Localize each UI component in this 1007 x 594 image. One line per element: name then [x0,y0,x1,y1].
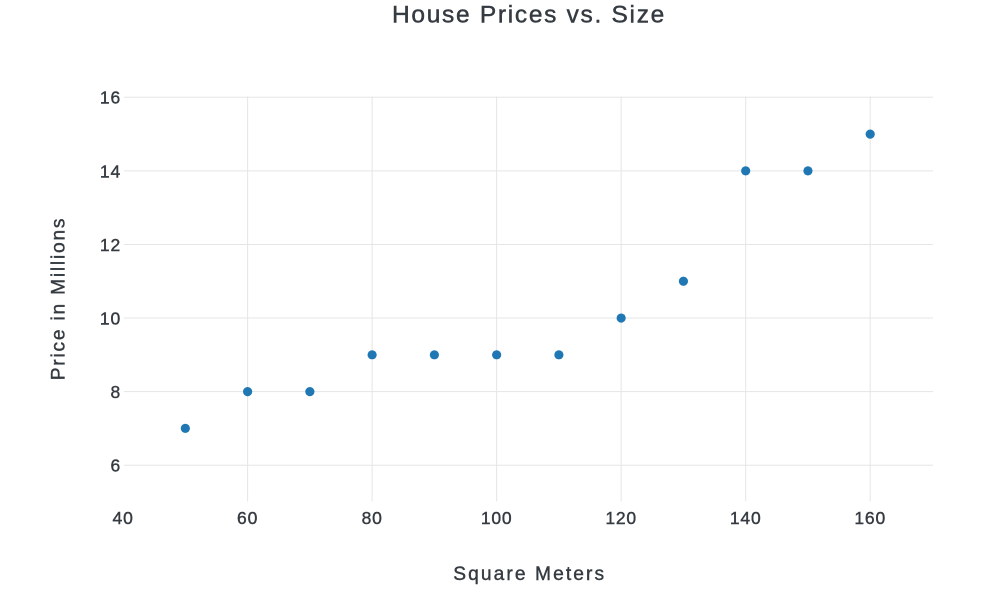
svg-text:8: 8 [110,382,121,402]
svg-text:12: 12 [100,235,121,255]
svg-text:16: 16 [100,88,121,108]
svg-text:Square Meters: Square Meters [453,564,606,585]
svg-text:40: 40 [113,508,134,528]
svg-text:House Prices vs. Size: House Prices vs. Size [392,1,666,28]
svg-text:60: 60 [237,508,258,528]
svg-text:140: 140 [730,508,762,528]
svg-text:100: 100 [481,508,513,528]
svg-text:6: 6 [110,456,121,476]
svg-text:120: 120 [605,508,637,528]
svg-text:80: 80 [362,508,383,528]
svg-text:10: 10 [100,308,121,328]
svg-text:Price in Millions: Price in Millions [49,217,70,381]
svg-text:14: 14 [100,161,121,181]
svg-text:160: 160 [854,508,886,528]
